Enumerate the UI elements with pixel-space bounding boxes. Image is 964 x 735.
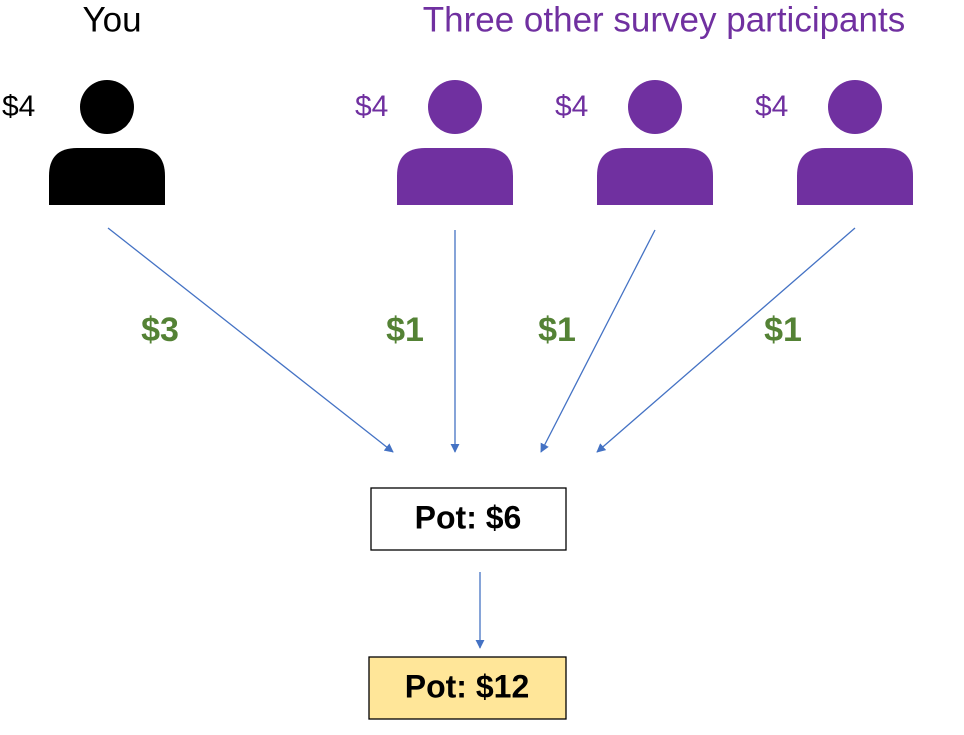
- person-icon: [797, 80, 913, 205]
- you-amount: $4: [2, 90, 35, 123]
- participant-amount: $4: [755, 90, 788, 123]
- person-body: [397, 148, 513, 205]
- contribution: $1: [764, 311, 802, 349]
- multiplied-pot-label: Pot: $12: [405, 668, 529, 704]
- contribution: $1: [386, 311, 424, 349]
- arrow: [596, 227, 856, 453]
- participant-amount: $4: [555, 90, 588, 123]
- participant-amount: $4: [355, 90, 388, 123]
- person-body: [597, 148, 713, 205]
- person-head: [628, 80, 682, 134]
- person-icon: [49, 80, 165, 205]
- pot-box: [370, 487, 567, 551]
- person-body: [797, 148, 913, 205]
- you-heading: You: [82, 0, 141, 39]
- participants: $4 $4 $4: [355, 80, 913, 205]
- contribution: $3: [141, 311, 179, 349]
- person-icon: [597, 80, 713, 205]
- person-head: [428, 80, 482, 134]
- person-icon: [397, 80, 513, 205]
- contribution: $1: [538, 311, 576, 349]
- pot-label: Pot: $6: [415, 499, 522, 535]
- person-head: [828, 80, 882, 134]
- arrow: [107, 227, 394, 453]
- multiplied-pot-box: [368, 656, 567, 720]
- others-heading: Three other survey participants: [423, 0, 905, 39]
- arrow: [540, 229, 656, 453]
